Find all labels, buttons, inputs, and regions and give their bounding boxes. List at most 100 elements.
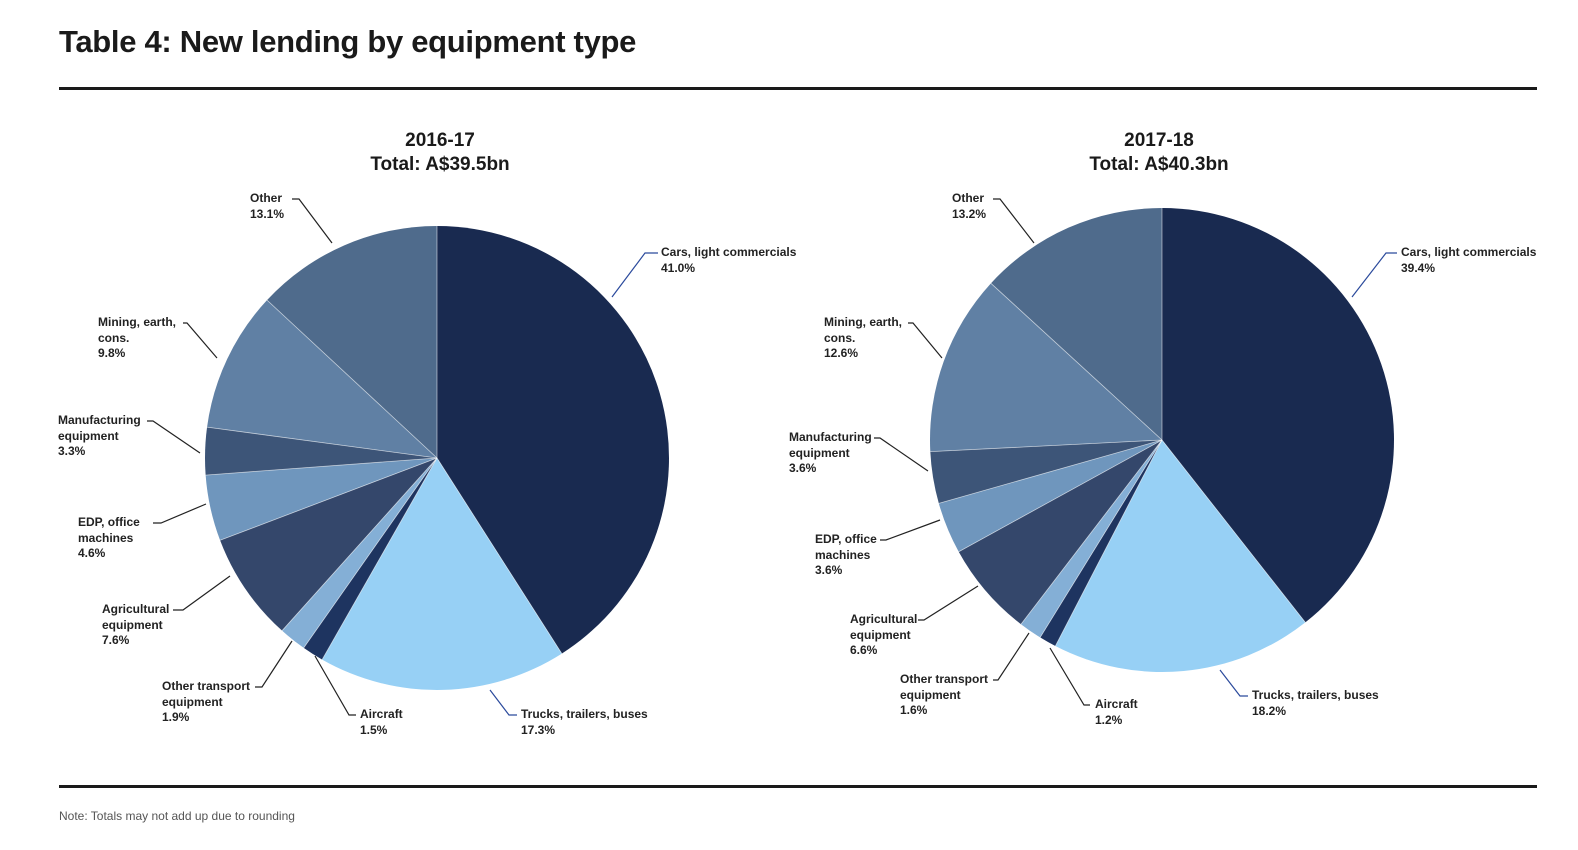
- slice-label-value: 3.3%: [58, 444, 86, 458]
- slice-label-value: 1.2%: [1095, 712, 1123, 727]
- slice-label-name: Other: [952, 191, 985, 205]
- slice-label-name: Cars, light commercials: [661, 245, 797, 259]
- leader-line: [918, 585, 979, 621]
- leader-line: [183, 322, 218, 359]
- top-divider: [59, 87, 1537, 90]
- leader-line: [993, 198, 1035, 244]
- leader-line: [1351, 252, 1397, 298]
- leader-line: [908, 322, 943, 359]
- pie-year: 2017-18: [1124, 130, 1194, 151]
- slice-label-name: Manufacturing: [58, 413, 141, 427]
- slice-separator: [303, 457, 438, 649]
- slice-label-name: Other: [250, 191, 283, 205]
- slice-separator: [1020, 439, 1163, 625]
- leader-line: [993, 632, 1030, 681]
- slice-label: Other 13.2%: [952, 191, 986, 222]
- leader-line: [314, 655, 356, 716]
- slice-label: Other 13.1%: [250, 191, 284, 222]
- leader-line: [874, 437, 929, 472]
- pie-slice-aircraft: [303, 458, 437, 660]
- slice-label-name: equipment: [789, 445, 850, 460]
- slice-label-name: machines: [78, 530, 134, 545]
- slice-separator: [266, 299, 438, 459]
- pie-title-2016-17: 2016-17 Total: A$39.5bn: [290, 129, 590, 177]
- slice-label-name: Other transport: [900, 672, 989, 686]
- slice-separator: [930, 439, 1163, 453]
- slice-label-name: Agricultural: [850, 612, 918, 626]
- leader-line: [1049, 647, 1090, 706]
- slice-label-name: equipment: [58, 428, 119, 443]
- slice-label-value: 4.6%: [78, 546, 106, 560]
- slice-separator: [321, 457, 438, 660]
- slice-label-name: Agricultural: [102, 602, 170, 616]
- pie-slice-other-transport-equipment: [282, 458, 437, 648]
- slice-label-name: equipment: [102, 617, 163, 632]
- page-title: Table 4: New lending by equipment type: [59, 24, 637, 59]
- slice-label-value: 13.2%: [952, 206, 987, 221]
- slice-label-name: Mining, earth,: [824, 315, 902, 329]
- leader-line: [255, 640, 293, 688]
- leader-line: [173, 575, 231, 611]
- slice-separator: [958, 439, 1163, 553]
- slice-label-name: equipment: [900, 687, 961, 702]
- slice-separator: [938, 439, 1163, 504]
- slice-label: Agricultural equipment 6.6%: [850, 612, 917, 659]
- slice-label-name: Aircraft: [360, 707, 403, 721]
- slice-label-value: 1.5%: [360, 722, 388, 737]
- slice-label-value: 1.6%: [900, 703, 928, 717]
- footnote: Note: Totals may not add up due to round…: [59, 809, 295, 823]
- slice-separator: [1055, 439, 1163, 647]
- slice-separator: [436, 457, 563, 654]
- slice-label-value: 3.6%: [815, 563, 843, 577]
- slice-separator: [219, 457, 438, 541]
- slice-separator: [207, 426, 438, 459]
- pie-slice-manufacturing-equipment: [205, 427, 437, 476]
- pie-slice-agricultural-equipment: [220, 458, 437, 631]
- slice-label-value: 1.9%: [162, 710, 190, 724]
- slice-label-value: 13.1%: [250, 206, 285, 221]
- slice-label-value: 9.8%: [98, 346, 126, 360]
- slice-label: Mining, earth, cons. 9.8%: [98, 315, 176, 362]
- pie-slice-aircraft: [1040, 440, 1162, 647]
- slice-label-value: 39.4%: [1401, 260, 1436, 275]
- slice-label-name: cons.: [98, 330, 130, 345]
- pie-slice-agricultural-equipment: [958, 440, 1162, 625]
- slice-label-name: EDP, office: [815, 532, 877, 546]
- slice-label: Agricultural equipment 7.6%: [102, 602, 169, 649]
- slice-label-name: Trucks, trailers, buses: [521, 707, 648, 721]
- slice-label: Trucks, trailers, buses 17.3%: [521, 707, 648, 738]
- slice-separator: [205, 457, 438, 476]
- pie-slice-trucks-trailers-buses: [1055, 440, 1306, 672]
- slice-label: Aircraft 1.2%: [1095, 697, 1138, 728]
- leader-line: [489, 689, 517, 716]
- pie-slice-edp-office-machines: [938, 440, 1162, 552]
- leader-line: [611, 252, 658, 298]
- slice-label-name: Cars, light commercials: [1401, 245, 1537, 259]
- slice-label: Other transport equipment 1.6%: [900, 672, 988, 719]
- slice-label: Aircraft 1.5%: [360, 707, 403, 738]
- pie-total: Total: A$40.3bn: [1089, 154, 1229, 175]
- slice-label-value: 17.3%: [521, 722, 556, 737]
- slice-label-name: Manufacturing: [789, 430, 872, 444]
- pie-slice-other: [990, 208, 1162, 440]
- slice-label-value: 12.6%: [824, 346, 859, 360]
- slice-label-value: 6.6%: [850, 643, 878, 657]
- slice-label-name: Aircraft: [1095, 697, 1138, 711]
- slice-label: EDP, office machines 4.6%: [78, 515, 140, 562]
- slice-separator: [1039, 439, 1163, 638]
- slice-label: Cars, light commercials 41.0%: [661, 245, 796, 276]
- leader-line: [880, 519, 941, 541]
- pie-slice-other-transport-equipment: [1020, 440, 1162, 638]
- pie-title-2017-18: 2017-18 Total: A$40.3bn: [1009, 129, 1309, 177]
- slice-label: Cars, light commercials 39.4%: [1401, 245, 1536, 276]
- slice-label: Mining, earth, cons. 12.6%: [824, 315, 902, 362]
- pie-slice-edp-office-machines: [205, 458, 437, 541]
- leader-line: [153, 503, 207, 524]
- slice-separator: [1161, 439, 1306, 623]
- slice-label-value: 18.2%: [1252, 703, 1287, 718]
- slice-label-name: Mining, earth,: [98, 315, 176, 329]
- pie-total: Total: A$39.5bn: [370, 154, 510, 175]
- slice-label: Trucks, trailers, buses 18.2%: [1252, 688, 1379, 719]
- slice-label-value: 7.6%: [102, 633, 130, 647]
